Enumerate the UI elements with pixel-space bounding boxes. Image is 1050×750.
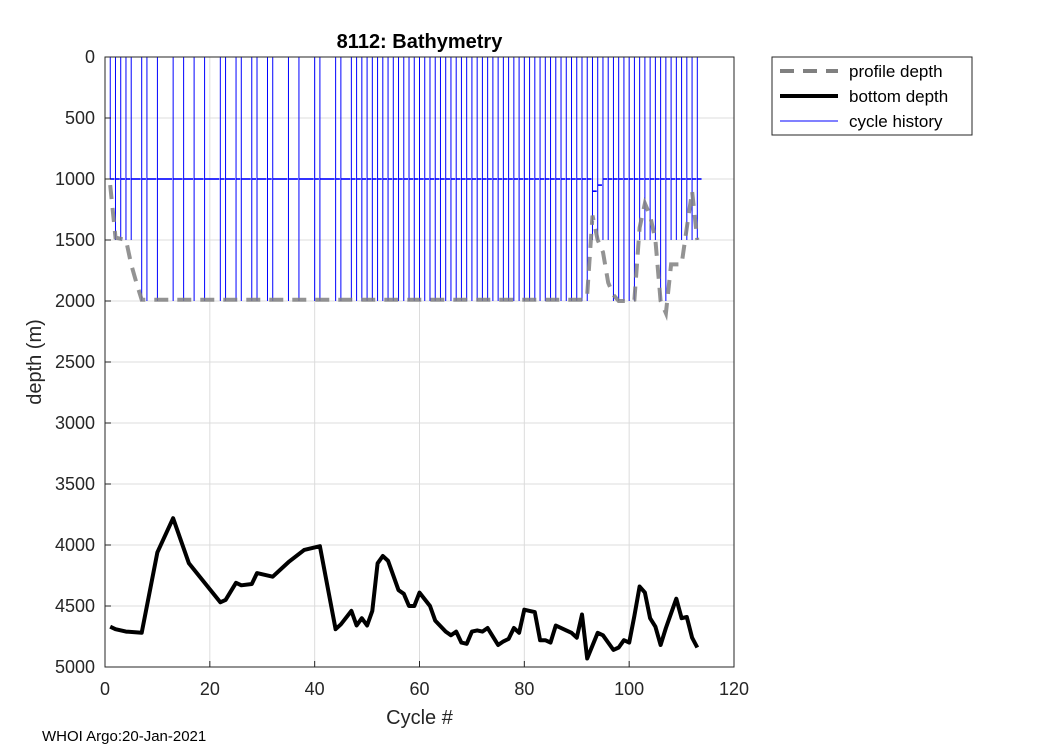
chart-title: 8112: Bathymetry	[337, 31, 504, 53]
x-axis-label: Cycle #	[386, 707, 454, 729]
legend: profile depth bottom depth cycle history	[771, 56, 973, 136]
bottom-depth-line	[109, 516, 700, 661]
y-tick-label: 0	[85, 47, 95, 67]
x-tick-label: 80	[514, 679, 534, 699]
y-tick-label: 4000	[55, 535, 95, 555]
footer-credit: WHOI Argo:20-Jan-2021	[42, 728, 206, 745]
y-tick-label: 2000	[55, 291, 95, 311]
x-tick-label: 0	[100, 679, 110, 699]
y-tick-label: 1500	[55, 230, 95, 250]
bottom-depth-layer	[109, 516, 700, 661]
legend-cycle-label: cycle history	[849, 112, 943, 131]
y-tick-label: 2500	[55, 352, 95, 372]
x-tick-label: 100	[614, 679, 644, 699]
x-axis-ticks: 0 20 40 60 80 100 120	[100, 661, 749, 699]
y-axis-ticks: 0 500 1000 1500 2000 2500 3000 3500 4000 4500 5000	[55, 47, 111, 677]
y-tick-label: 1000	[55, 169, 95, 189]
legend-bottom-label: bottom depth	[849, 87, 948, 106]
y-axis-label: depth (m)	[24, 319, 46, 405]
y-tick-label: 500	[65, 108, 95, 128]
cycle-history-layer	[109, 57, 702, 301]
x-tick-label: 40	[305, 679, 325, 699]
profile-depth-layer	[108, 184, 700, 321]
x-tick-label: 20	[200, 679, 220, 699]
y-tick-label: 3000	[55, 413, 95, 433]
legend-profile-label: profile depth	[849, 62, 943, 81]
y-tick-label: 4500	[55, 596, 95, 616]
y-tick-label: 3500	[55, 474, 95, 494]
x-tick-label: 120	[719, 679, 749, 699]
profile-depth-line	[108, 184, 700, 321]
y-tick-label: 5000	[55, 657, 95, 677]
x-tick-label: 60	[409, 679, 429, 699]
